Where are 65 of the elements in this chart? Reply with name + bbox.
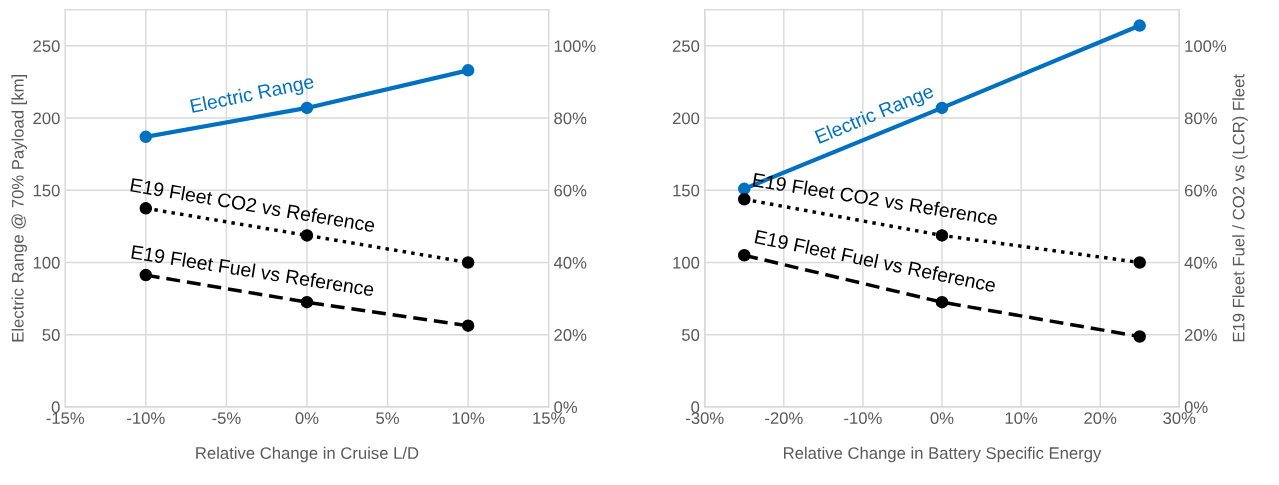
y2-tick-label: 0% [554, 401, 578, 414]
point [1133, 19, 1146, 32]
x-tick-label: 0% [295, 412, 319, 425]
x-tick-label: 10% [452, 412, 485, 425]
y2-tick-label: 100% [1185, 40, 1227, 53]
y-tick-label: 100 [673, 256, 700, 269]
point [1133, 256, 1146, 269]
y-axis-title: Electric Range @ 70% Payload [km] [11, 75, 28, 342]
x-axis-title: Relative Change in Cruise L/D [196, 446, 419, 463]
y-tick-label: 150 [673, 184, 700, 197]
y-tick-label: 250 [33, 40, 60, 53]
y2-tick-label: 80% [554, 112, 587, 125]
x-tick-label: 10% [1005, 412, 1038, 425]
point [738, 182, 751, 196]
y-tick-label: 200 [672, 112, 700, 125]
y-tick-label: 0 [691, 401, 700, 414]
x-tick-label: -10% [127, 412, 165, 425]
y2-tick-label: 80% [1184, 112, 1217, 125]
y-tick-label: 100 [33, 256, 60, 269]
point [935, 295, 949, 309]
y2-tick-label: 0% [1184, 401, 1208, 414]
x-tick-label: -20% [765, 412, 803, 425]
y2-tick-label: 20% [554, 329, 587, 341]
point [461, 256, 475, 269]
x-tick-label: 0% [930, 412, 954, 425]
point [139, 202, 153, 215]
x-tick-label: -15% [46, 412, 85, 425]
x-tick-label: -10% [844, 412, 882, 425]
text: Electric Range [189, 73, 316, 117]
point [738, 193, 751, 206]
text: E19 Fleet CO2 vs Reference [752, 172, 999, 226]
x-tick-label: 5% [376, 412, 399, 425]
y-tick-label: 250 [672, 40, 700, 53]
x-tick-label: 20% [1084, 412, 1117, 425]
y2-tick-label: 60% [554, 184, 587, 197]
y-tick-label: 50 [682, 329, 700, 341]
point [139, 130, 153, 144]
x-tick-label: 30% [1163, 412, 1196, 425]
y2-tick-label: 100% [554, 40, 596, 53]
y-tick-label: 0 [51, 401, 60, 414]
text: E19 Fleet CO2 vs Reference [130, 177, 376, 233]
y-tick-label: 50 [42, 329, 60, 341]
y-tick-label: 150 [33, 184, 60, 197]
y-tick-label: 200 [33, 112, 60, 125]
x-tick-label: -5% [212, 412, 241, 425]
y2-tick-label: 40% [1184, 256, 1217, 269]
point [935, 101, 949, 115]
text: E19 Fleet Fuel vs Reference [754, 229, 997, 293]
text: E19 Fleet Fuel vs Reference [131, 244, 375, 297]
point [738, 249, 751, 262]
point [935, 229, 949, 242]
point [300, 295, 314, 309]
point [1133, 330, 1146, 343]
y2-tick-label: 60% [1184, 184, 1217, 197]
text: Electric Range [814, 83, 936, 148]
point [300, 101, 314, 115]
x-tick-label: 15% [533, 412, 565, 425]
point [139, 268, 153, 282]
y2-tick-label: 40% [553, 256, 587, 269]
y2-tick-label: 20% [1184, 329, 1217, 341]
point [461, 64, 475, 77]
x-tick-label: -30% [686, 412, 724, 425]
point [461, 319, 475, 332]
y2-axis-title: E19 Fleet Fuel / CO2 vs (LCR) Fleet [1232, 74, 1248, 342]
x-axis-title: Relative Change in Battery Specific Energy [784, 446, 1102, 463]
